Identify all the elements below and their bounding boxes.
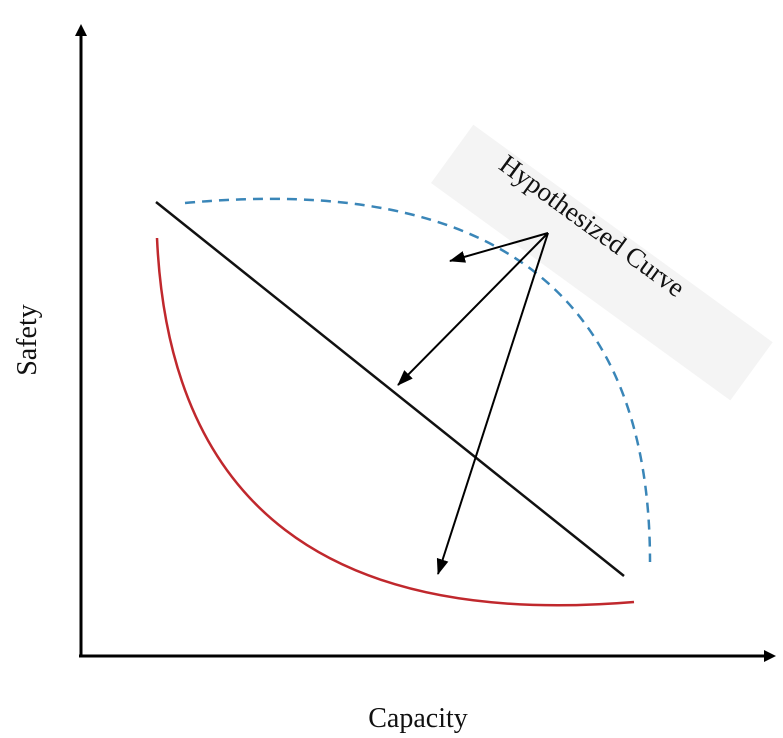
convex-curve [155,237,635,607]
linear-curve [155,201,625,577]
arrow-to-linear-curve [397,232,549,386]
annotation-label-background [431,124,773,401]
concave-curve [184,197,652,563]
y-axis-label: Safety [12,304,43,376]
arrow-to-convex-curve [436,232,549,575]
arrow-to-concave-curve [449,232,549,263]
x-axis-label: Capacity [368,703,468,734]
